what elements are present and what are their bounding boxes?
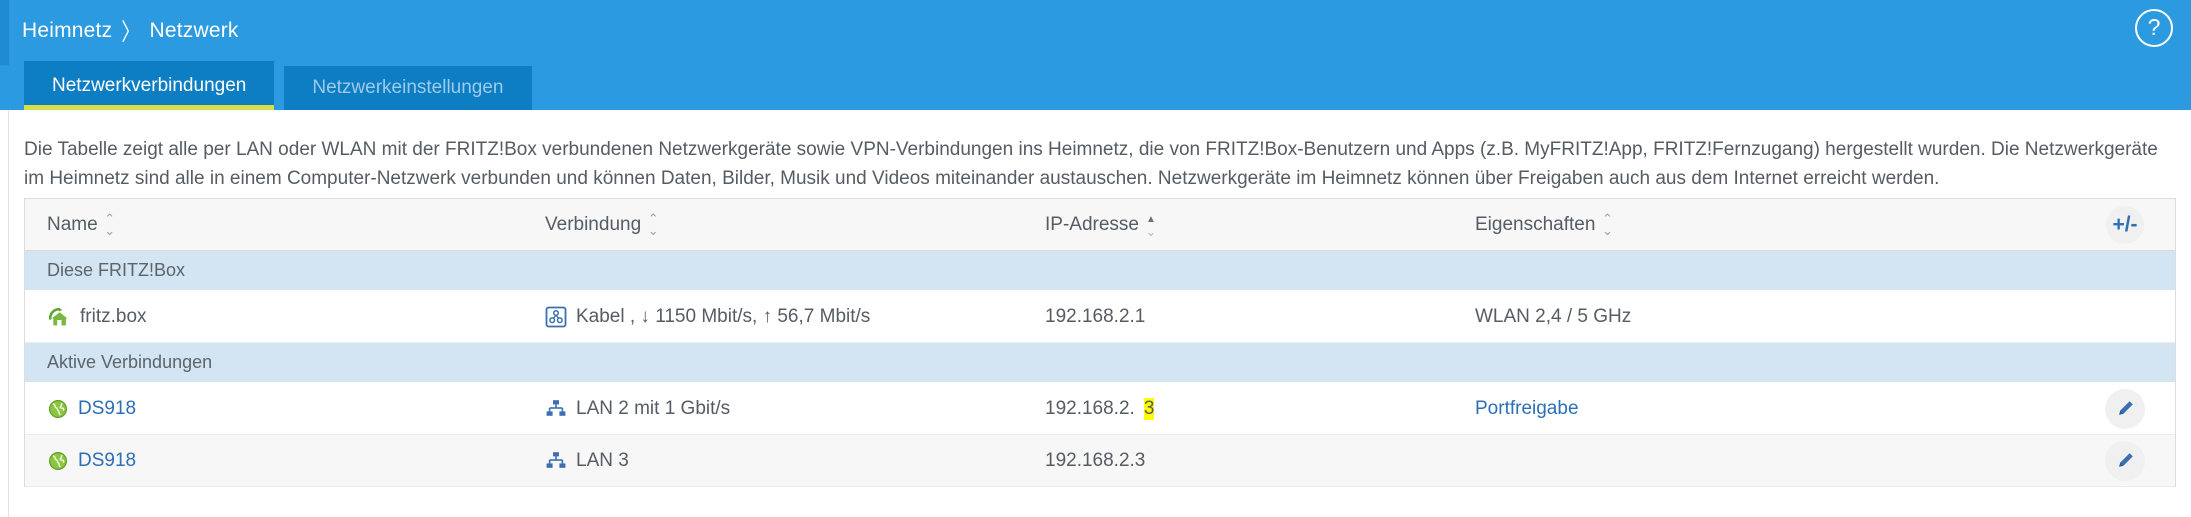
column-header-label: IP-Adresse (1045, 213, 1139, 235)
globe-icon (47, 398, 69, 420)
group-title: Diese FRITZ!Box (47, 260, 186, 280)
toggle-columns-icon[interactable]: +/- (2106, 205, 2144, 244)
tab-label: Netzwerkverbindungen (52, 74, 247, 96)
device-name-cell: fritz.box (47, 305, 545, 329)
device-name-cell: DS918 (47, 450, 545, 472)
ip-address: 192.168.2.3 (1045, 449, 1146, 471)
edit-device-button[interactable] (2105, 388, 2145, 429)
sort-icon-name[interactable] (103, 214, 117, 235)
table-header-row: Name Verbindung (25, 199, 2175, 251)
pencil-icon (2114, 450, 2136, 472)
properties-cell: WLAN 2,4 / 5 GHz (1475, 306, 2075, 328)
device-name[interactable]: DS918 (78, 397, 137, 419)
table-group-row: Aktive Verbindungen (25, 343, 2175, 383)
network-hub-icon (545, 306, 567, 328)
home-network-icon (47, 305, 71, 329)
column-header-eigenschaften[interactable]: Eigenschaften (1475, 214, 2075, 236)
chevron-right-icon: 〉 (121, 19, 141, 47)
breadcrumb-item-netzwerk[interactable]: Netzwerk (149, 18, 239, 42)
properties-link[interactable]: Portfreigabe (1475, 397, 1579, 419)
globe-icon (47, 450, 69, 472)
column-header-ip-adresse[interactable]: IP-Adresse (1045, 213, 1475, 236)
column-header-label: Name (47, 213, 98, 235)
ip-address-cell: 192.168.2. 3 (1045, 397, 1475, 420)
breadcrumb: Heimnetz 〉 Netzwerk (22, 17, 239, 47)
tab-netzwerkverbindungen[interactable]: Netzwerkverbindungen (24, 61, 275, 110)
tab-label: Netzwerkeinstellungen (312, 77, 504, 98)
connection-text: Kabel , ↓ 1150 Mbit/s, ↑ 56,7 Mbit/s (576, 305, 871, 327)
sort-icon-verbindung[interactable] (646, 214, 660, 235)
edit-device-button[interactable] (2105, 440, 2145, 481)
lan-tree-icon (545, 451, 567, 471)
properties-text: WLAN 2,4 / 5 GHz (1475, 305, 1632, 327)
help-icon[interactable]: ? (2135, 9, 2173, 47)
table-row[interactable]: DS918 (25, 435, 2175, 487)
content-area: Die Tabelle zeigt alle per LAN oder WLAN… (0, 110, 2191, 517)
tab-bar: Netzwerkverbindungen Netzwerkeinstellung… (24, 61, 532, 110)
connection-cell: LAN 2 mit 1 Gbit/s (545, 398, 1045, 420)
ip-address: 192.168.2. (1045, 397, 1135, 419)
network-devices-table: Name Verbindung (24, 198, 2176, 487)
page-description: Die Tabelle zeigt alle per LAN oder WLAN… (24, 139, 2158, 189)
column-header-verbindung[interactable]: Verbindung (545, 214, 1045, 236)
properties-cell[interactable]: Portfreigabe (1475, 398, 2075, 420)
column-header-label: Eigenschaften (1475, 213, 1596, 235)
connection-text: LAN 3 (576, 449, 629, 471)
device-name: fritz.box (80, 305, 147, 327)
group-title: Aktive Verbindungen (47, 352, 213, 372)
ip-address-cell: 192.168.2.1 (1045, 306, 1475, 328)
breadcrumb-item-heimnetz[interactable]: Heimnetz (22, 18, 113, 42)
lan-tree-icon (545, 399, 567, 419)
column-header-label: Verbindung (545, 213, 642, 235)
column-header-name[interactable]: Name (47, 214, 545, 236)
ip-address-cell: 192.168.2.3 (1045, 450, 1475, 472)
device-name-cell: DS918 (47, 398, 545, 420)
tab-netzwerkeinstellungen[interactable]: Netzwerkeinstellungen (284, 66, 532, 110)
connection-text: LAN 2 mit 1 Gbit/s (576, 397, 731, 419)
table-group-row: Diese FRITZ!Box (25, 251, 2175, 291)
connection-cell: LAN 3 (545, 450, 1045, 472)
connection-cell: Kabel , ↓ 1150 Mbit/s, ↑ 56,7 Mbit/s (545, 306, 1045, 328)
sort-icon-ip-adresse-ascending[interactable] (1144, 213, 1158, 236)
table-row[interactable]: fritz.box (25, 291, 2175, 343)
content-left-rail (0, 110, 9, 517)
ip-address: 192.168.2.1 (1045, 305, 1146, 327)
sort-icon-eigenschaften[interactable] (1600, 214, 1614, 235)
ip-address-highlight: 3 (1143, 397, 1155, 420)
header-left-edge (0, 0, 9, 65)
pencil-icon (2114, 398, 2136, 420)
page-header: Heimnetz 〉 Netzwerk ? Netzwerkverbindung… (0, 0, 2191, 110)
device-name[interactable]: DS918 (78, 449, 137, 471)
table-row[interactable]: DS918 (25, 383, 2175, 435)
